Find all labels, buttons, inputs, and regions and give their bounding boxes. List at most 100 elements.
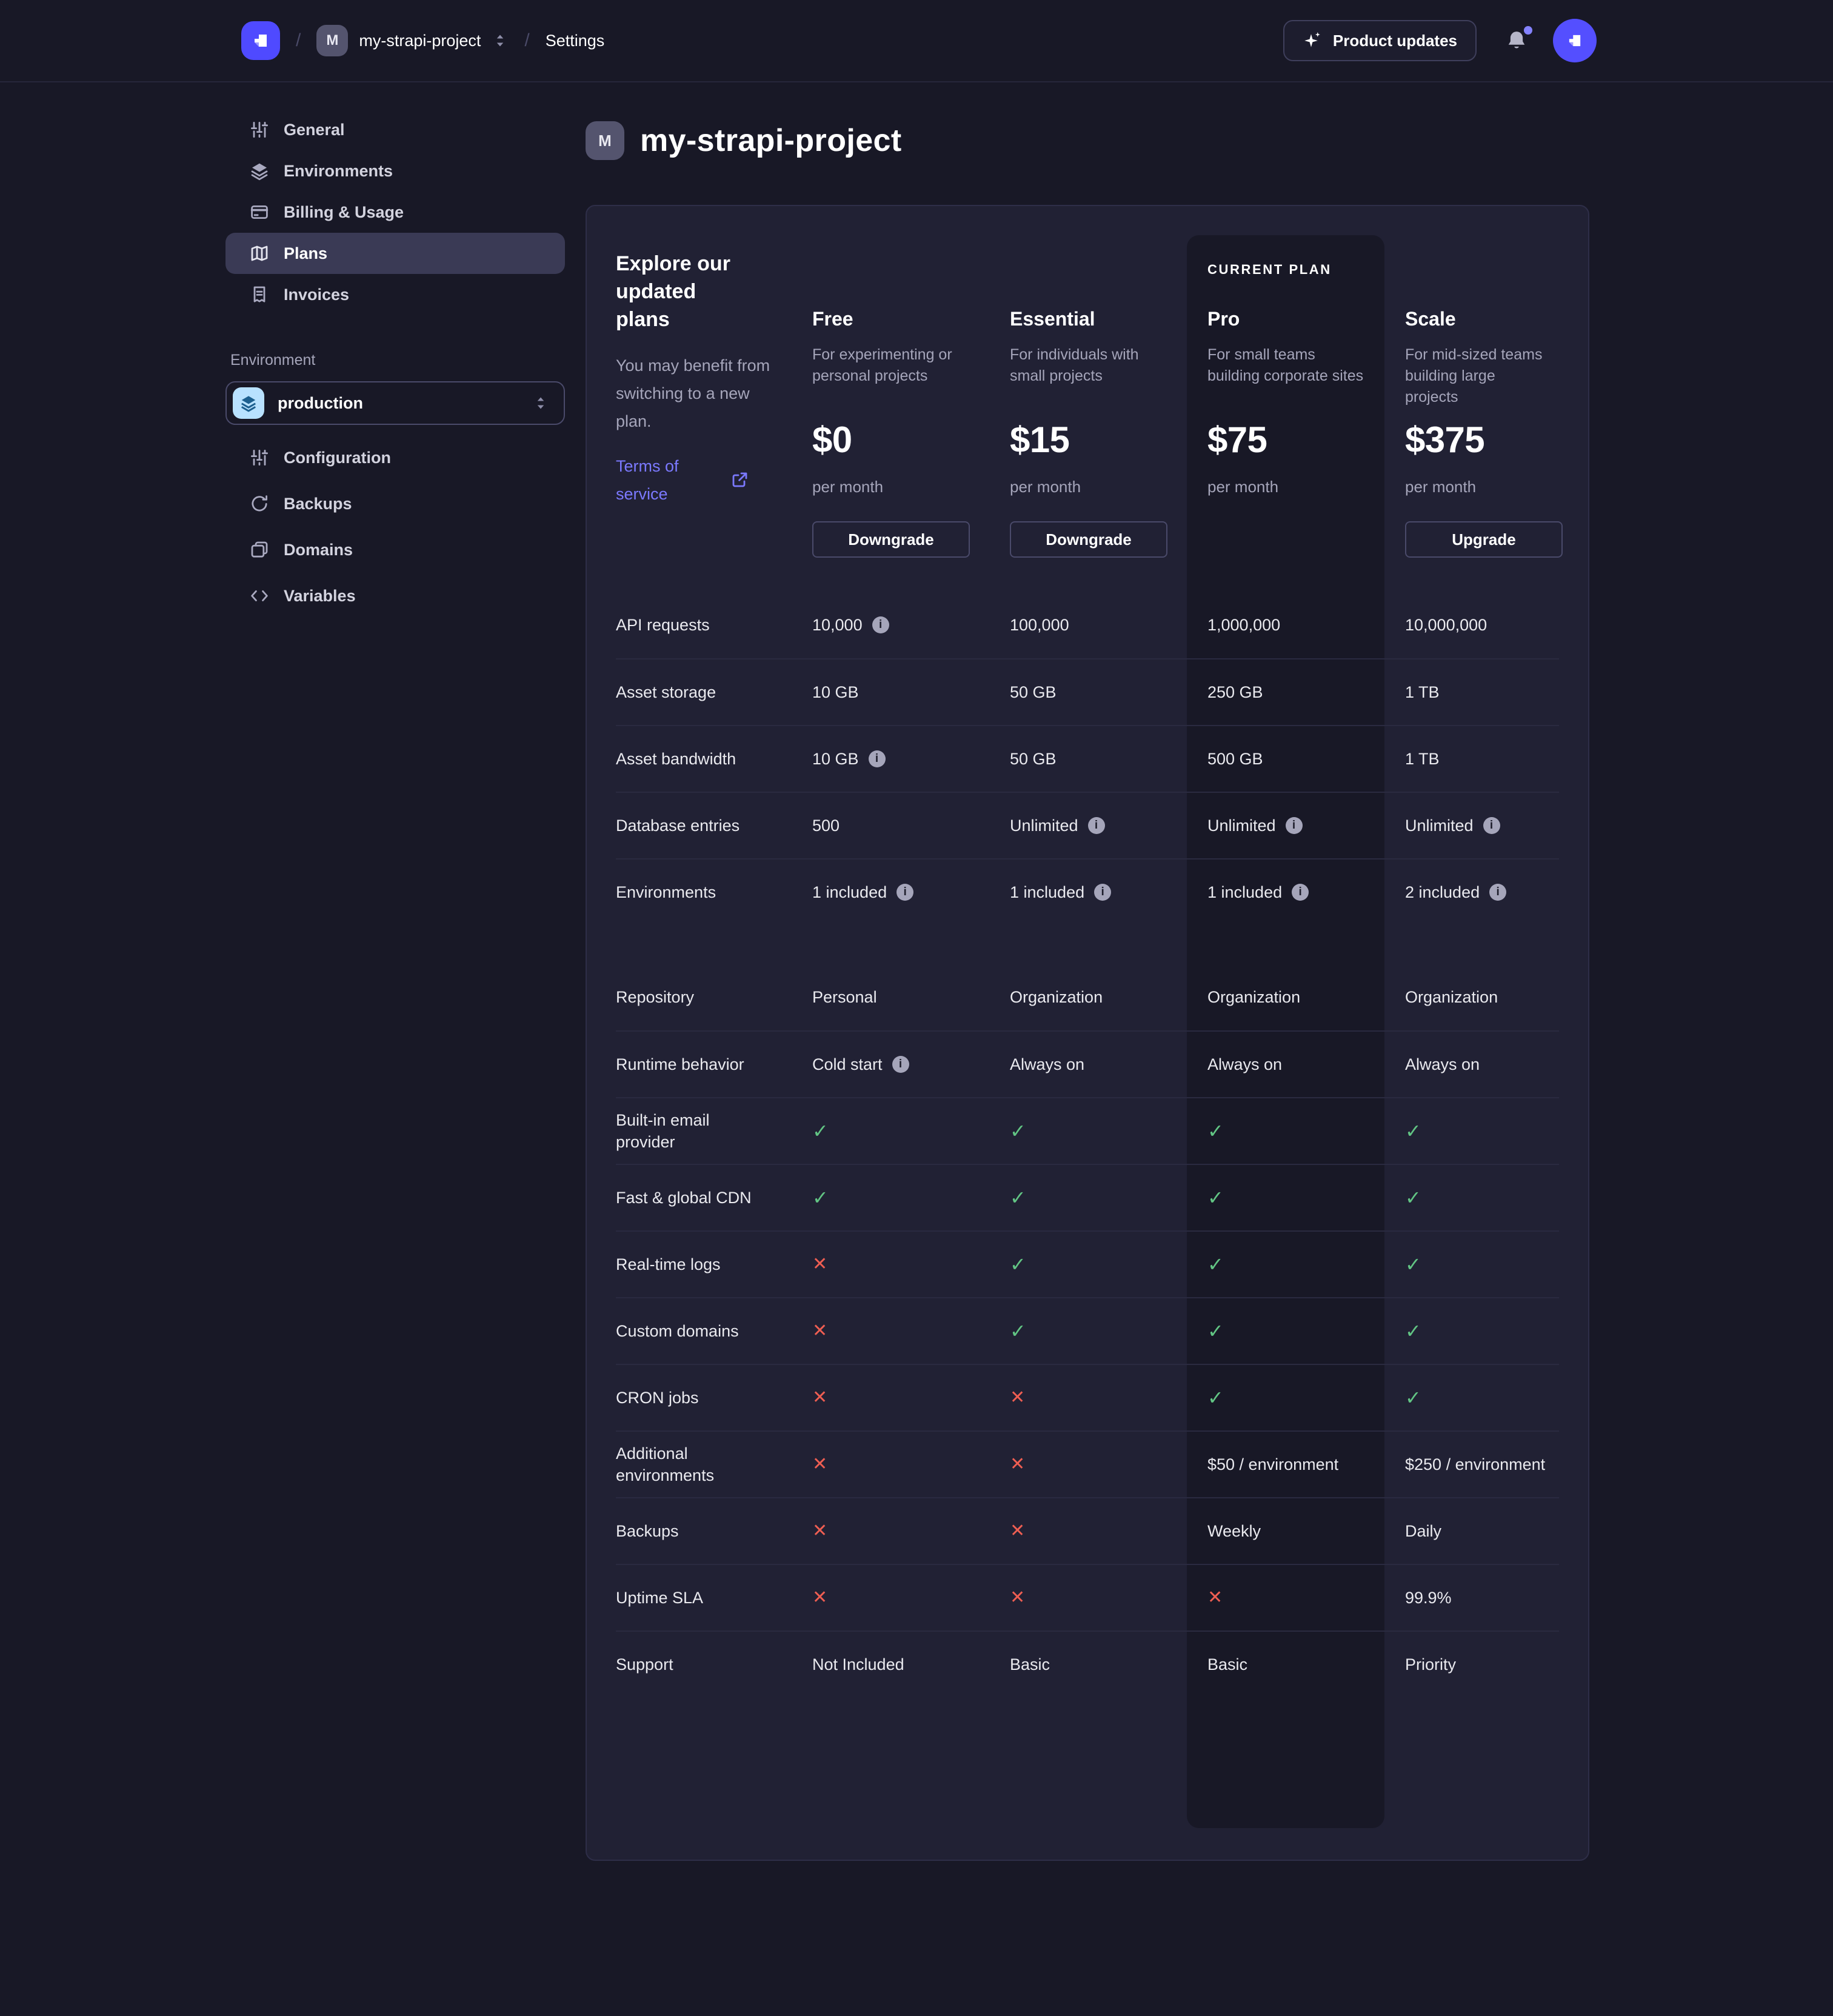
feature-value: ✓ [1384, 1321, 1561, 1341]
info-icon[interactable]: i [1087, 817, 1105, 834]
sliders-icon [250, 448, 269, 467]
sidebar-item-configuration[interactable]: Configuration [225, 435, 565, 481]
feature-value: ✓ [792, 1188, 989, 1207]
feature-label: Repository [616, 988, 695, 1006]
sidebar-item-variables[interactable]: Variables [225, 573, 565, 619]
plans-intro-heading: Explore our updated plans [616, 252, 730, 331]
feature-row-fast-global-cdn: Fast & global CDN ✓ ✓ ✓ ✓ [616, 1164, 1559, 1230]
cross-icon: ✕ [812, 1587, 828, 1607]
page-title: my-strapi-project [640, 123, 902, 158]
feature-value-text: Personal [812, 987, 877, 1006]
environment-select[interactable]: production [225, 381, 565, 425]
feature-value: Weekly [1187, 1522, 1384, 1541]
sidebar-item-domains[interactable]: Domains [225, 527, 565, 573]
feature-value: ✕ [792, 1522, 989, 1540]
cross-icon: ✕ [812, 1321, 828, 1341]
sidebar-item-label: General [284, 120, 345, 139]
feature-value: Always on [1384, 1055, 1561, 1074]
terms-of-service-link[interactable]: Terms of service [616, 452, 792, 508]
plan-price: $0 [812, 419, 852, 460]
info-icon[interactable]: i [872, 616, 889, 633]
feature-label: Asset storage [616, 683, 716, 701]
product-updates-button[interactable]: Product updates [1283, 20, 1477, 61]
info-icon[interactable]: i [1489, 884, 1507, 901]
notification-dot [1524, 26, 1532, 35]
feature-label: Built-in email provider [616, 1111, 710, 1151]
sidebar-item-billing-usage[interactable]: Billing & Usage [225, 192, 565, 233]
info-icon[interactable]: i [868, 750, 886, 767]
downgrade-button-free[interactable]: Downgrade [812, 521, 970, 558]
downgrade-button-essential[interactable]: Downgrade [1010, 521, 1167, 558]
sidebar-item-general[interactable]: General [225, 109, 565, 150]
breadcrumb-project-name: my-strapi-project [359, 31, 481, 50]
environment-section-label: Environment [230, 352, 316, 369]
check-icon: ✓ [1405, 1387, 1421, 1409]
breadcrumb-project-switcher[interactable]: M my-strapi-project [316, 25, 509, 56]
check-icon: ✓ [1010, 1187, 1026, 1209]
feature-row-custom-domains: Custom domains ✕ ✓ ✓ ✓ [616, 1297, 1559, 1364]
sidebar-item-backups[interactable]: Backups [225, 481, 565, 527]
feature-value: ✕ [792, 1389, 989, 1407]
sidebar-item-plans[interactable]: Plans [225, 233, 565, 274]
info-icon[interactable]: i [1483, 817, 1500, 834]
strapi-logo-icon [246, 26, 275, 55]
sidebar-item-label: Environments [284, 161, 393, 180]
plans-header: Explore our updated plans You may benefi… [616, 235, 1563, 592]
feature-value-text: 50 GB [1010, 683, 1057, 701]
feature-row-asset-storage: Asset storage 10 GB 50 GB 250 GB 1 TB [616, 658, 1559, 725]
sidebar-item-environments[interactable]: Environments [225, 150, 565, 192]
project-initial-badge: M [586, 121, 624, 160]
feature-value: ✓ [1384, 1388, 1561, 1407]
feature-value-text: Unlimited [1010, 816, 1078, 835]
feature-value: 99.9% [1384, 1589, 1561, 1607]
plan-period: per month [1010, 478, 1081, 496]
sidebar-item-label: Variables [284, 586, 356, 605]
info-icon[interactable]: i [1292, 884, 1309, 901]
plan-description: For mid-sized teams building large proje… [1405, 346, 1543, 406]
feature-value-text: 10,000,000 [1405, 615, 1487, 634]
feature-value: 10,000 i [792, 616, 989, 635]
feature-value-text: 1 included [1207, 883, 1283, 901]
cross-icon: ✕ [1010, 1521, 1026, 1541]
feature-value: ✕ [989, 1589, 1187, 1607]
info-icon[interactable]: i [892, 1056, 909, 1073]
feature-value-text: 1 TB [1405, 749, 1440, 768]
avatar[interactable] [1553, 19, 1597, 62]
check-icon: ✓ [1405, 1120, 1421, 1142]
feature-value: Unlimited i [1384, 816, 1561, 835]
cross-icon: ✕ [812, 1454, 828, 1474]
feature-label: Support [616, 1655, 673, 1674]
sidebar-item-invoices[interactable]: Invoices [225, 274, 565, 315]
notifications-button[interactable] [1506, 26, 1532, 52]
feature-row-database-entries: Database entries 500 Unlimited i Unlimited i U… [616, 792, 1559, 858]
select-stepper-icon [532, 395, 549, 412]
feature-value: ✓ [1187, 1255, 1384, 1274]
map-icon [250, 244, 269, 263]
feature-value-text: Cold start [812, 1055, 883, 1073]
strapi-logo-button[interactable] [241, 21, 280, 60]
upgrade-button-scale[interactable]: Upgrade [1405, 521, 1563, 558]
feature-label: Additional environments [616, 1444, 715, 1484]
feature-value: 1 TB [1384, 750, 1561, 769]
feature-row-built-in-email-provider: Built-in email provider ✓ ✓ ✓ ✓ [616, 1097, 1559, 1164]
feature-value: Organization [1187, 988, 1384, 1007]
feature-value-text: Unlimited [1207, 816, 1276, 835]
feature-value-text: 500 [812, 816, 840, 835]
cross-icon: ✕ [812, 1254, 828, 1274]
feature-value: Cold start i [792, 1055, 989, 1074]
environment-select-value: production [278, 393, 363, 412]
breadcrumb: / M my-strapi-project / Settings [241, 21, 604, 60]
feature-value: 50 GB [989, 683, 1187, 702]
info-icon[interactable]: i [1094, 884, 1112, 901]
feature-value-text: Organization [1010, 987, 1103, 1006]
check-icon: ✓ [1207, 1187, 1224, 1209]
info-icon[interactable]: i [1285, 817, 1303, 834]
feature-value-text: Weekly [1207, 1521, 1261, 1540]
feature-value-text: 250 GB [1207, 683, 1263, 701]
sidebar-item-label: Domains [284, 540, 353, 559]
feature-row-repository: Repository Personal Organization Organizati… [616, 964, 1559, 1030]
feature-value-text: 1 included [1010, 883, 1085, 901]
feature-value-text: 10 GB [812, 683, 859, 701]
info-icon[interactable]: i [896, 884, 914, 901]
check-icon: ✓ [1207, 1387, 1224, 1409]
